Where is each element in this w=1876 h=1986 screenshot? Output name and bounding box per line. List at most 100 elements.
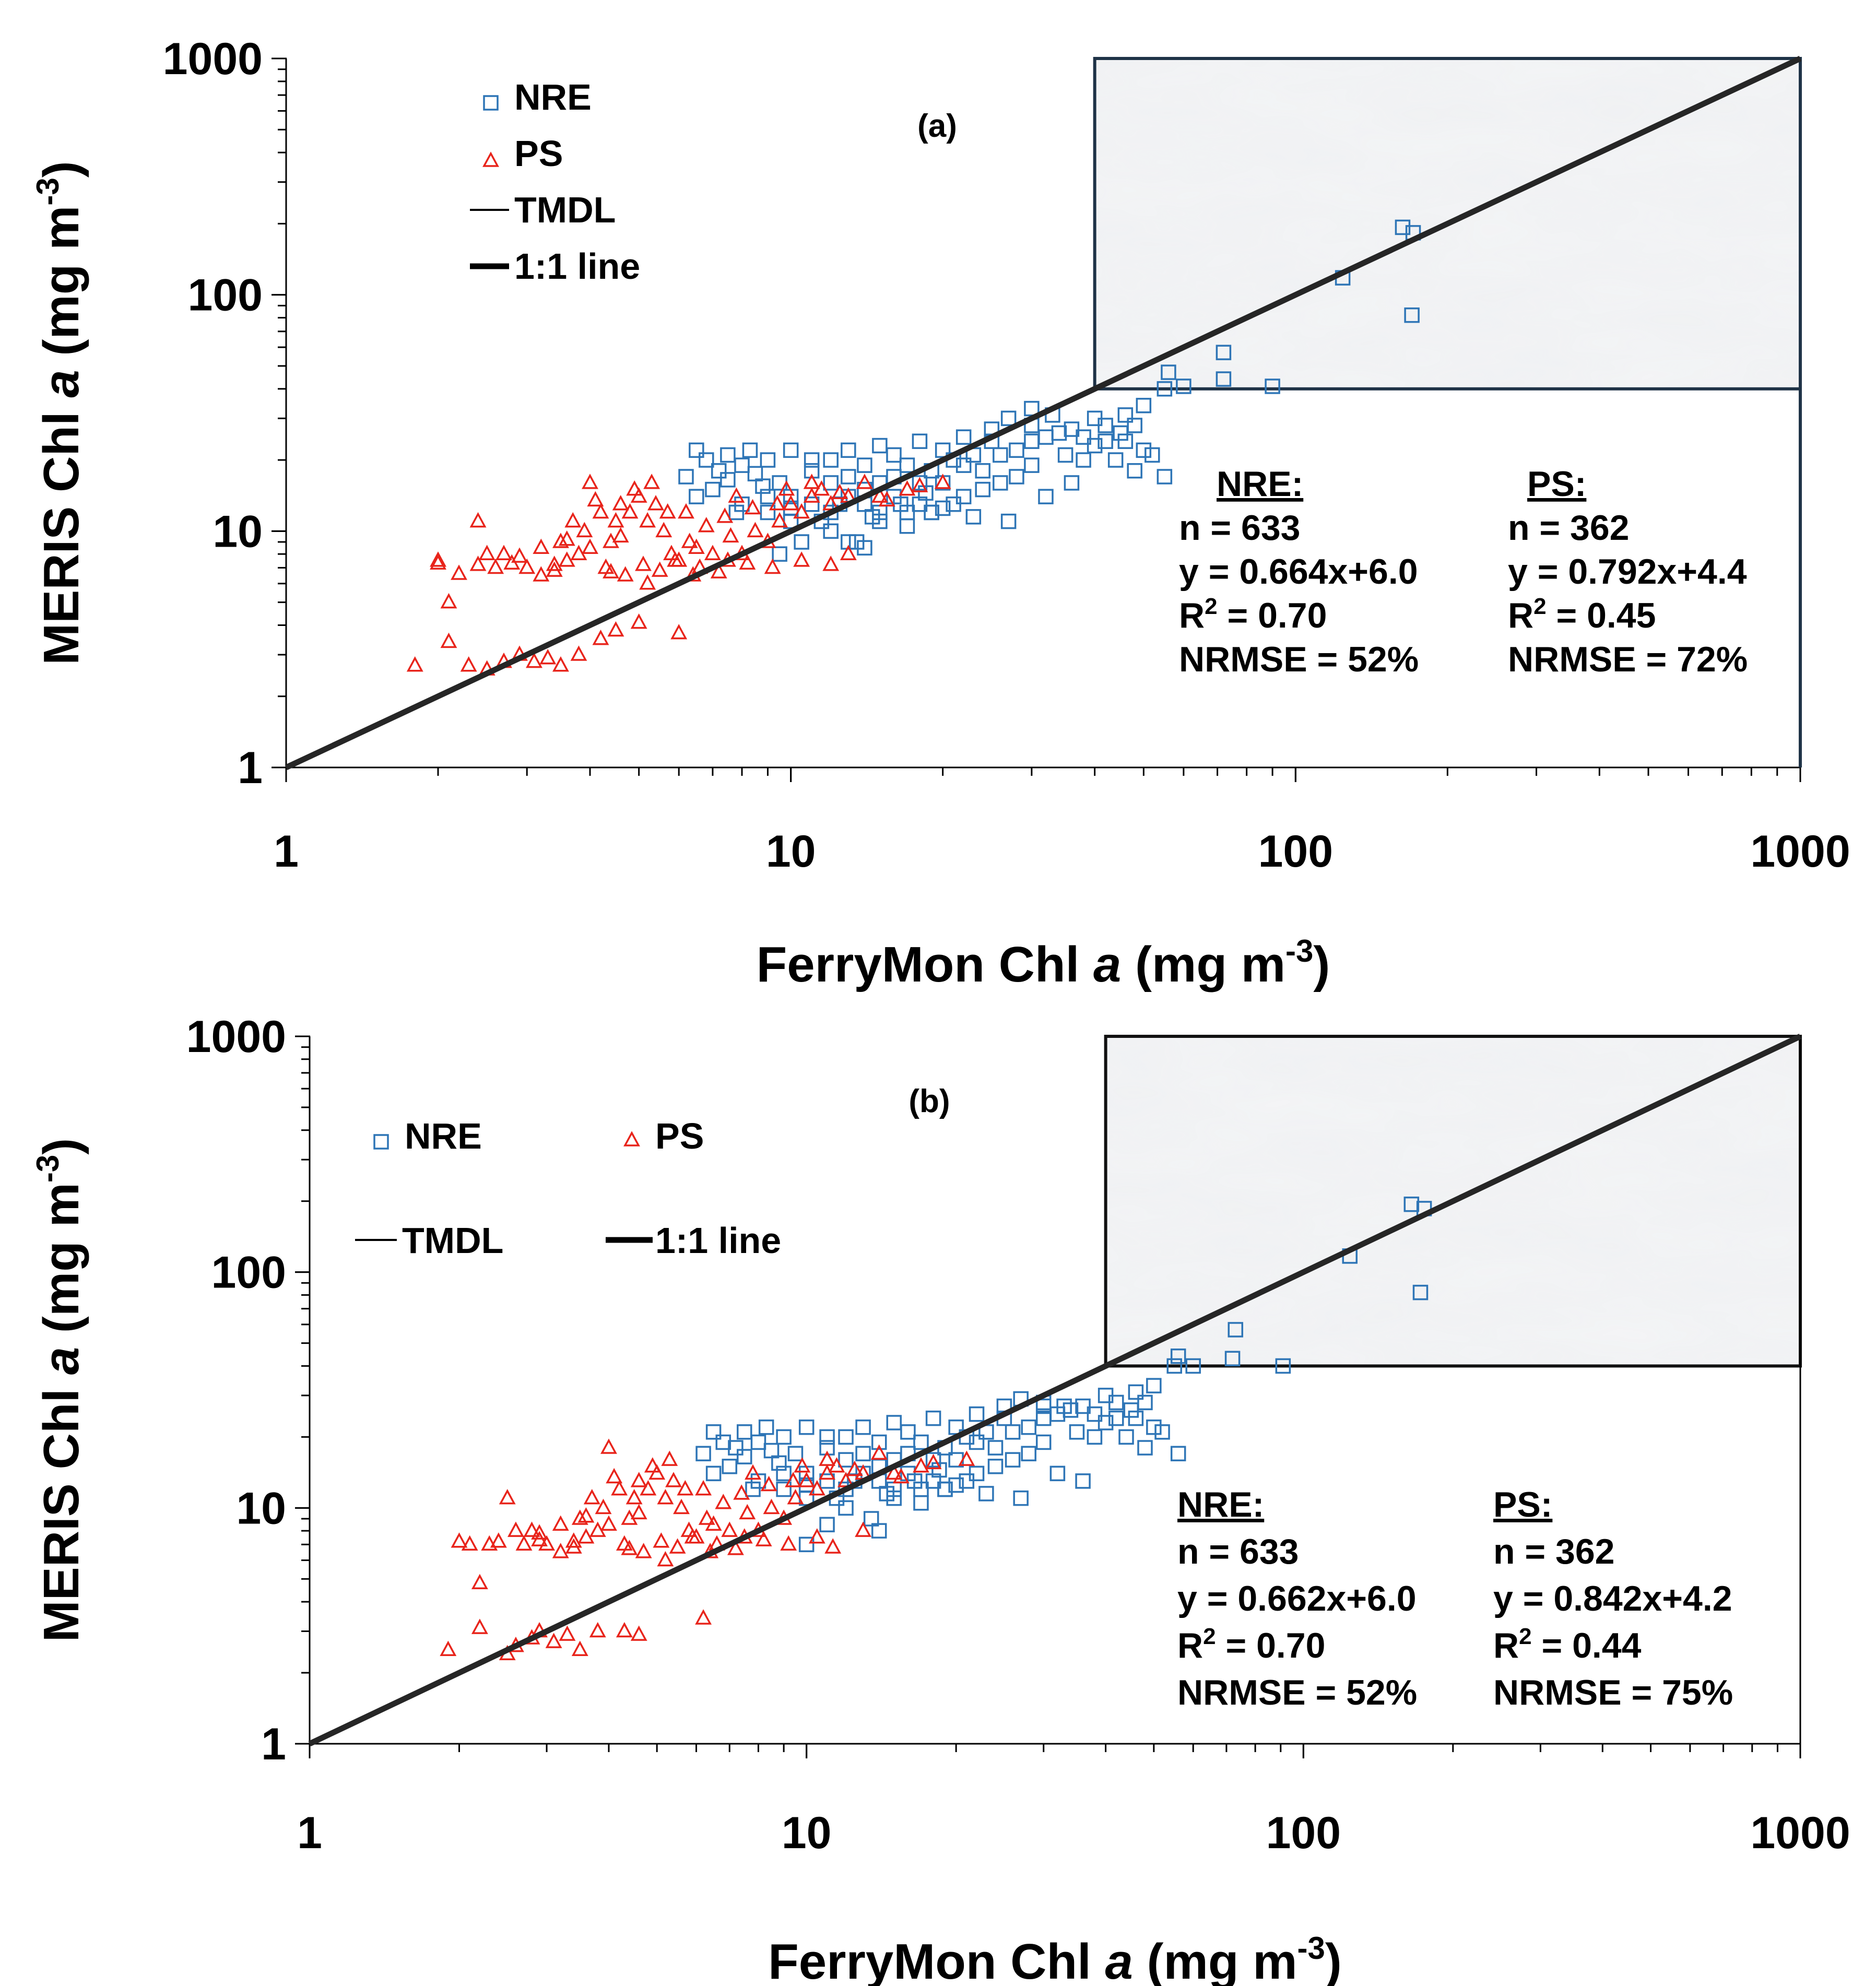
ps-point	[600, 1438, 617, 1454]
nre-point	[1005, 1424, 1021, 1440]
ps-point	[571, 1509, 588, 1525]
ps-point	[626, 480, 643, 496]
nre-point	[965, 509, 982, 525]
regression-stats: NRE: n = 633 y = 0.662x+6.0 R2 = 0.70 NR…	[1177, 1485, 1733, 1712]
ps-point	[611, 1480, 628, 1496]
nre-point	[711, 463, 727, 479]
ps-point	[755, 1531, 772, 1546]
ps-point	[531, 1524, 548, 1540]
nre-point	[715, 1434, 731, 1450]
nre-point	[1395, 219, 1411, 235]
nre-point	[1038, 429, 1054, 445]
nre-point	[912, 433, 928, 449]
ps-point	[639, 574, 656, 590]
nre-point	[760, 489, 776, 504]
nre-point	[1013, 1490, 1029, 1506]
ps-point	[782, 495, 799, 511]
regression-stats: NRE: n = 633 y = 0.664x+6.0 R2 = 0.70 NR…	[1179, 464, 1748, 679]
nre-point	[871, 1434, 887, 1450]
ps-point	[764, 558, 781, 574]
legend-one-to-one-label: 1:1 line	[514, 246, 640, 287]
ps-point	[651, 561, 668, 577]
nre-point	[955, 457, 972, 473]
ps-point	[722, 527, 739, 543]
ps-point	[451, 1532, 468, 1548]
nre-point	[1170, 1348, 1186, 1364]
nre-point	[1216, 371, 1232, 387]
nre-point	[1228, 1322, 1244, 1338]
ps-point	[564, 512, 582, 528]
ps-point	[684, 1528, 701, 1544]
nre-point	[969, 1465, 985, 1482]
ps-point	[745, 1464, 761, 1480]
nre-point	[841, 442, 856, 458]
nre-point	[899, 457, 915, 473]
ps-point	[899, 480, 916, 496]
ps-point	[490, 1532, 507, 1548]
nre-point	[948, 1477, 964, 1493]
ps-point	[913, 1457, 929, 1473]
nre-point	[879, 1486, 894, 1502]
nre-point	[783, 442, 799, 458]
nre-point	[857, 457, 872, 473]
ps-point	[546, 561, 563, 577]
nre-point	[1118, 1429, 1134, 1445]
nre-point	[695, 1446, 711, 1461]
nre-stats-title: NRE:	[1177, 1485, 1264, 1524]
nre-point	[728, 504, 745, 521]
ps-point	[681, 533, 698, 548]
nre-point	[918, 485, 934, 501]
ps-point	[647, 495, 664, 511]
ps-point	[471, 1618, 488, 1634]
ps-point	[616, 1622, 633, 1638]
nre-point	[886, 1415, 902, 1431]
x-tick-label: 10	[766, 826, 816, 877]
x-tick-label: 1000	[1750, 1808, 1850, 1858]
nre-point	[678, 469, 694, 484]
nre-point	[689, 442, 704, 458]
y-tick-label: 100	[211, 1248, 287, 1298]
legend-ps-label: PS	[514, 133, 563, 174]
nre-point	[1137, 1440, 1153, 1456]
ps-point	[587, 491, 604, 507]
x-tick-label: 1	[297, 1808, 322, 1858]
ps-point	[831, 483, 848, 500]
nre-point	[969, 1406, 985, 1422]
ps-point	[840, 545, 857, 560]
nre-point	[1136, 398, 1152, 413]
legend-one-to-one-label: 1:1 line	[655, 1220, 781, 1261]
ps-point	[589, 1622, 606, 1638]
ps-point	[571, 1640, 588, 1657]
ps-point	[669, 1538, 686, 1554]
nre-point	[737, 1449, 752, 1464]
nre-stats-n: n = 633	[1177, 1532, 1299, 1571]
nre-point	[1161, 364, 1176, 380]
nre-point	[776, 1481, 792, 1497]
ps-point	[705, 1515, 722, 1531]
ps-point	[639, 512, 656, 528]
one-to-one-line	[285, 56, 1802, 770]
nre-point	[1275, 1358, 1291, 1374]
ps-point	[461, 1535, 478, 1551]
ps-point	[780, 1535, 797, 1551]
ps-point	[545, 1633, 562, 1648]
nre-point	[1075, 1398, 1091, 1414]
ps-point	[440, 593, 457, 609]
nre-point	[855, 1446, 871, 1461]
nre-point	[1035, 1398, 1052, 1414]
nre-point	[819, 1517, 835, 1532]
nre-point	[1146, 1378, 1162, 1393]
nre-point	[823, 523, 839, 539]
ps-point	[793, 503, 810, 519]
nre-stats-r2: R2 = 0.70	[1177, 1624, 1325, 1665]
ps-point	[552, 656, 569, 672]
nre-point	[804, 452, 820, 468]
nre-point	[1098, 1415, 1114, 1431]
ps-point	[787, 1488, 804, 1505]
nre-point	[1064, 421, 1080, 437]
nre-point	[823, 504, 839, 521]
ps-point	[794, 1457, 811, 1473]
nre-point	[855, 1419, 871, 1435]
ps-point	[653, 1532, 670, 1548]
